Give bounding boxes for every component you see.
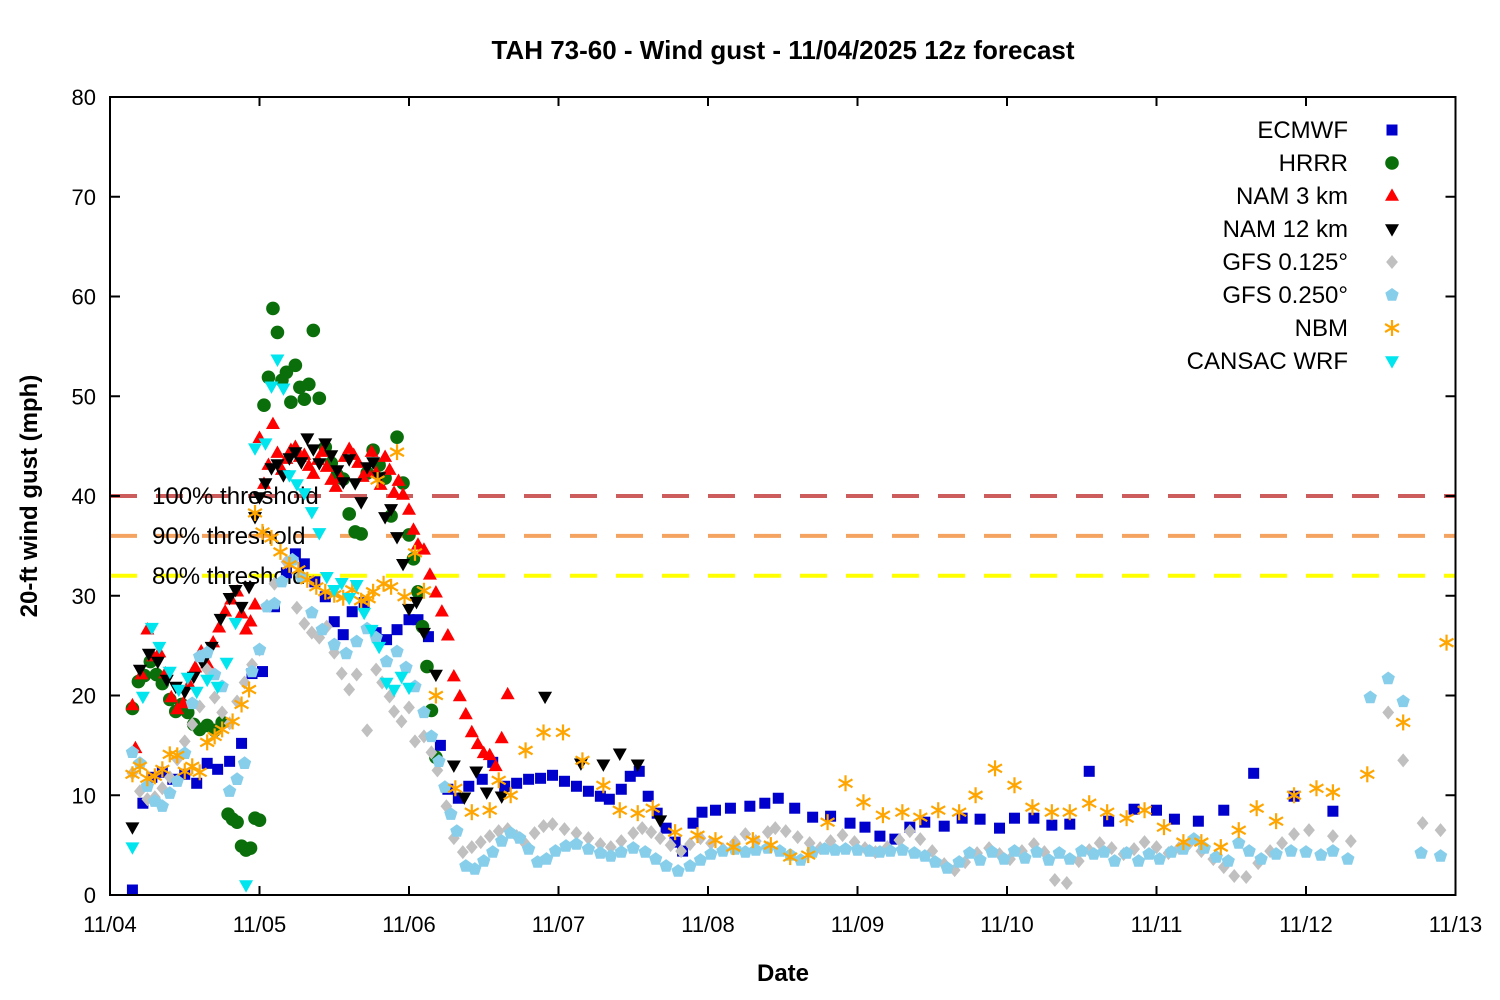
svg-text:60: 60	[72, 285, 96, 310]
svg-text:90% threshold: 90% threshold	[152, 523, 305, 550]
legend-label-nam-12-km: NAM 12 km	[1223, 216, 1348, 243]
svg-text:20: 20	[72, 684, 96, 709]
svg-text:11/04: 11/04	[83, 912, 136, 937]
svg-text:11/07: 11/07	[532, 912, 585, 937]
x-axis-label: Date	[756, 960, 810, 987]
legend-marker-nam-3-km-icon	[1385, 188, 1399, 201]
series-gfs-0-125	[126, 554, 1447, 891]
legend-label-gfs-0-250: GFS 0.250°	[1222, 282, 1348, 309]
legend-label-nam-3-km: NAM 3 km	[1236, 183, 1348, 210]
legend-label-gfs-0-125: GFS 0.125°	[1222, 249, 1348, 276]
x-axis-ticks: 11/04 11/05 11/06 11/07 11/08 11/09 11/10 11/11…	[83, 97, 1482, 937]
legend-label-nbm: NBM	[1295, 315, 1348, 342]
svg-text:11/10: 11/10	[980, 912, 1033, 937]
legend-label-hrrr: HRRR	[1279, 150, 1348, 177]
svg-text:11/06: 11/06	[382, 912, 435, 937]
legend-marker-nbm-icon	[1384, 320, 1400, 336]
legend-marker-gfs-0-125-icon	[1386, 255, 1398, 269]
y-axis-ticks: 0 10 20 30 40 50 60 70 80	[72, 85, 1456, 908]
svg-text:50: 50	[72, 384, 96, 409]
chart-title: TAH 73-60 - Wind gust - 11/04/2025 12z f…	[491, 35, 1075, 65]
svg-text:11/05: 11/05	[233, 912, 286, 937]
legend: ECMWF HRRR NAM 3 km NAM 12 km GFS 0.125° GFS …	[1187, 117, 1400, 375]
svg-text:80: 80	[72, 85, 96, 110]
series-cansac-wrf	[125, 354, 416, 893]
svg-text:11/09: 11/09	[831, 912, 884, 937]
legend-label-ecmwf: ECMWF	[1257, 117, 1348, 144]
svg-text:11/11: 11/11	[1131, 912, 1183, 937]
legend-marker-gfs-0-250-icon	[1385, 288, 1399, 301]
series-nbm	[124, 444, 1455, 866]
svg-text:40: 40	[72, 484, 96, 509]
svg-text:11/08: 11/08	[681, 912, 734, 937]
legend-marker-nam-12-km-icon	[1385, 224, 1399, 237]
legend-marker-cansac-wrf-icon	[1385, 356, 1399, 369]
threshold-lines	[110, 494, 1456, 578]
legend-label-cansac-wrf: CANSAC WRF	[1187, 348, 1348, 375]
svg-text:100% threshold: 100% threshold	[152, 483, 319, 510]
legend-marker-hrrr-icon	[1385, 156, 1399, 170]
svg-text:30: 30	[72, 584, 96, 609]
svg-text:11/12: 11/12	[1279, 912, 1332, 937]
svg-text:0: 0	[84, 883, 96, 908]
svg-text:70: 70	[72, 185, 96, 210]
svg-text:10: 10	[72, 783, 96, 808]
svg-text:11/13: 11/13	[1429, 912, 1482, 937]
legend-marker-ecmwf-icon	[1386, 124, 1398, 136]
